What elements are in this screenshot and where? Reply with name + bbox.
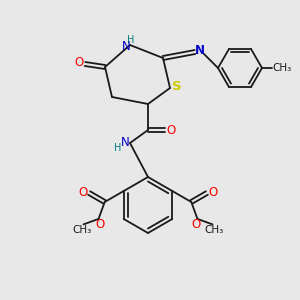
Text: N: N xyxy=(121,136,129,148)
Text: N: N xyxy=(195,44,205,58)
Text: H: H xyxy=(127,35,135,45)
Text: O: O xyxy=(192,218,201,231)
Text: O: O xyxy=(167,124,176,136)
Text: CH₃: CH₃ xyxy=(72,225,91,236)
Text: H: H xyxy=(114,143,122,153)
Text: O: O xyxy=(74,56,84,70)
Text: CH₃: CH₃ xyxy=(205,225,224,236)
Text: N: N xyxy=(122,40,130,52)
Text: O: O xyxy=(79,185,88,199)
Text: O: O xyxy=(95,218,104,231)
Text: CH₃: CH₃ xyxy=(272,63,292,73)
Text: S: S xyxy=(172,80,182,92)
Text: O: O xyxy=(208,185,218,199)
